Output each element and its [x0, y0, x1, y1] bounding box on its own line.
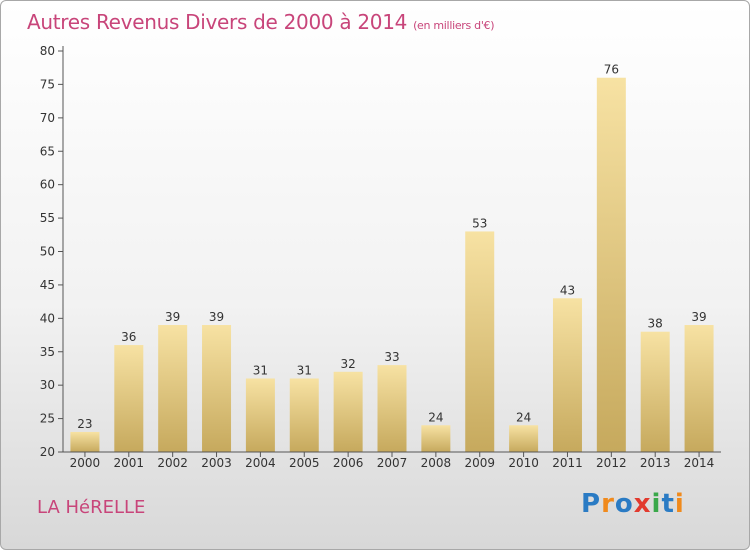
y-tick-label: 35 — [40, 345, 55, 359]
x-tick-label: 2001 — [114, 456, 145, 470]
bar-2003 — [202, 325, 232, 452]
y-tick-label: 65 — [40, 144, 55, 158]
x-tick-label: 2012 — [596, 456, 627, 470]
value-label: 24 — [516, 410, 531, 424]
y-tick-label: 55 — [40, 211, 55, 225]
chart-title: Autres Revenus Divers de 2000 à 2014 (en … — [27, 10, 495, 34]
value-label: 24 — [428, 410, 443, 424]
value-label: 39 — [691, 310, 706, 324]
bar-2009 — [465, 231, 495, 452]
proxiti-logo[interactable]: Proxiti — [581, 489, 685, 519]
bar-2013 — [640, 331, 670, 452]
x-tick-label: 2006 — [333, 456, 364, 470]
value-label: 53 — [472, 216, 487, 230]
y-tick-label: 75 — [40, 77, 55, 91]
y-tick-label: 45 — [40, 278, 55, 292]
title-text: Autres Revenus Divers de 2000 à 2014 — [27, 10, 408, 34]
x-tick-label: 2011 — [552, 456, 583, 470]
value-label: 39 — [165, 310, 180, 324]
x-tick-label: 2002 — [157, 456, 188, 470]
bar-2012 — [596, 77, 626, 452]
logo-letter: o — [614, 489, 634, 519]
bar-2002 — [158, 325, 188, 452]
y-tick-label: 80 — [40, 44, 55, 58]
x-tick-label: 2004 — [245, 456, 276, 470]
value-label: 39 — [209, 310, 224, 324]
value-label: 43 — [560, 283, 575, 297]
y-tick-label: 20 — [40, 445, 55, 459]
logo-letter: P — [581, 489, 602, 519]
value-label: 76 — [604, 63, 619, 77]
x-tick-label: 2008 — [421, 456, 452, 470]
x-tick-label: 2007 — [377, 456, 408, 470]
commune-name: LA HéRELLE — [37, 497, 146, 518]
x-tick-label: 2009 — [464, 456, 495, 470]
logo-letter: t — [661, 489, 675, 519]
x-tick-label: 2014 — [684, 456, 715, 470]
x-tick-label: 2000 — [70, 456, 101, 470]
y-tick-label: 40 — [40, 311, 55, 325]
bar-2014 — [684, 325, 714, 452]
value-label: 32 — [340, 357, 355, 371]
bar-2011 — [552, 298, 582, 452]
logo-letter: x — [633, 489, 652, 519]
value-label: 38 — [648, 317, 663, 331]
y-tick-label: 50 — [40, 245, 55, 259]
logo-letter: i — [651, 489, 662, 519]
bar-2005 — [289, 378, 319, 452]
logo-letter: i — [674, 489, 685, 519]
x-tick-label: 2013 — [640, 456, 671, 470]
value-label: 36 — [121, 330, 136, 344]
bar-2006 — [333, 371, 363, 452]
logo-letter: r — [601, 489, 615, 519]
value-label: 33 — [384, 350, 399, 364]
x-tick-label: 2003 — [201, 456, 232, 470]
bar-2004 — [245, 378, 275, 452]
value-label: 31 — [253, 363, 268, 377]
bar-2000 — [70, 431, 100, 452]
bar-2008 — [421, 425, 451, 452]
y-tick-label: 70 — [40, 111, 55, 125]
y-tick-label: 25 — [40, 412, 55, 426]
chart-subtitle: (en milliers d'€) — [413, 19, 495, 32]
value-label: 31 — [297, 363, 312, 377]
bar-2010 — [509, 425, 539, 452]
y-tick-label: 60 — [40, 178, 55, 192]
x-tick-label: 2010 — [508, 456, 539, 470]
y-tick-label: 30 — [40, 378, 55, 392]
value-label: 23 — [77, 417, 92, 431]
bar-2007 — [377, 365, 407, 452]
x-tick-label: 2005 — [289, 456, 320, 470]
bar-2001 — [114, 345, 144, 452]
